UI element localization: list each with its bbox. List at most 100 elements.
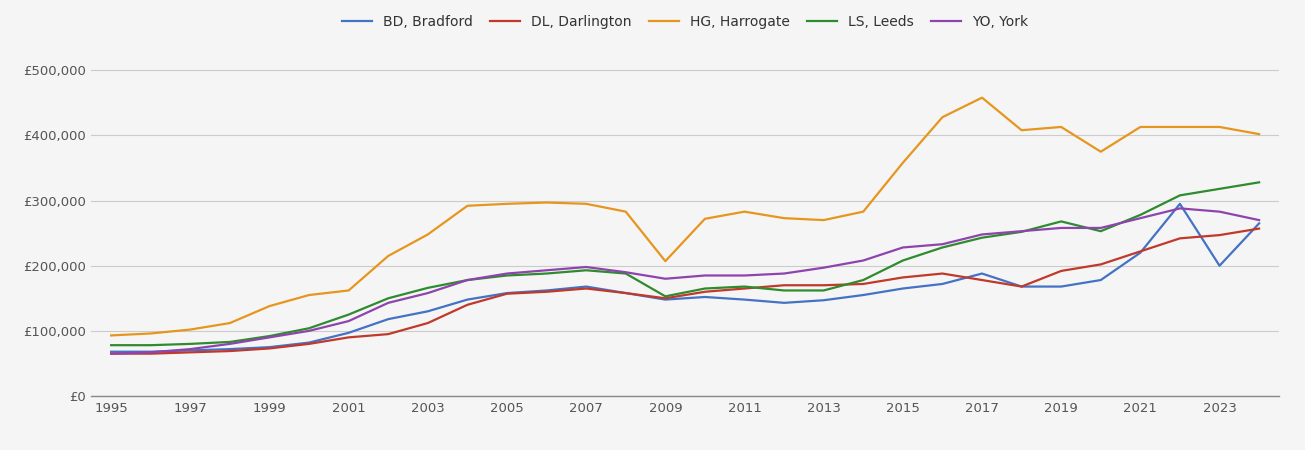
BD, Bradford [1094,277,1109,283]
DL, Darlington [895,275,911,280]
YO, York [895,245,911,250]
DL, Darlington [619,290,634,296]
LS, Leeds [420,285,436,291]
HG, Harrogate [539,200,555,205]
HG, Harrogate [578,201,594,207]
LS, Leeds [975,235,990,240]
DL, Darlington [539,289,555,294]
LS, Leeds [895,258,911,263]
LS, Leeds [1133,212,1148,218]
BD, Bradford [144,349,159,355]
LS, Leeds [222,339,238,345]
HG, Harrogate [341,288,356,293]
BD, Bradford [619,290,634,296]
DL, Darlington [301,341,317,346]
BD, Bradford [895,286,911,291]
YO, York [459,277,475,283]
LS, Leeds [144,342,159,348]
HG, Harrogate [816,217,831,223]
DL, Darlington [975,277,990,283]
DL, Darlington [1094,262,1109,267]
HG, Harrogate [658,258,673,264]
YO, York [1172,206,1188,211]
DL, Darlington [578,286,594,291]
DL, Darlington [459,302,475,307]
YO, York [341,319,356,324]
DL, Darlington [183,350,198,355]
LS, Leeds [776,288,792,293]
YO, York [1014,229,1030,234]
LS, Leeds [103,342,119,348]
DL, Darlington [697,289,713,294]
DL, Darlington [144,351,159,356]
LS, Leeds [262,333,278,339]
BD, Bradford [262,344,278,350]
YO, York [697,273,713,278]
LS, Leeds [301,325,317,331]
DL, Darlington [420,320,436,326]
LS, Leeds [697,286,713,291]
YO, York [658,276,673,281]
DL, Darlington [1053,268,1069,274]
HG, Harrogate [1133,124,1148,130]
HG, Harrogate [381,253,397,259]
DL, Darlington [816,283,831,288]
BD, Bradford [183,348,198,353]
YO, York [737,273,753,278]
YO, York [144,350,159,355]
LS, Leeds [1212,186,1228,192]
BD, Bradford [776,300,792,306]
HG, Harrogate [420,232,436,237]
DL, Darlington [856,281,872,287]
Line: DL, Darlington: DL, Darlington [111,229,1259,354]
HG, Harrogate [737,209,753,214]
HG, Harrogate [103,333,119,338]
LS, Leeds [1251,180,1267,185]
HG, Harrogate [1094,149,1109,154]
BD, Bradford [697,294,713,300]
YO, York [103,351,119,356]
LS, Leeds [341,312,356,317]
HG, Harrogate [459,203,475,208]
HG, Harrogate [619,209,634,214]
DL, Darlington [658,296,673,301]
DL, Darlington [103,351,119,356]
HG, Harrogate [1251,131,1267,137]
BD, Bradford [539,288,555,293]
HG, Harrogate [934,114,950,120]
HG, Harrogate [1014,127,1030,133]
HG, Harrogate [222,320,238,326]
YO, York [578,264,594,270]
LS, Leeds [658,294,673,299]
LS, Leeds [737,284,753,289]
YO, York [262,335,278,340]
Line: HG, Harrogate: HG, Harrogate [111,98,1259,335]
BD, Bradford [1053,284,1069,289]
LS, Leeds [500,273,515,278]
BD, Bradford [381,316,397,322]
BD, Bradford [1133,250,1148,256]
DL, Darlington [1251,226,1267,231]
YO, York [619,270,634,275]
HG, Harrogate [500,201,515,207]
BD, Bradford [578,284,594,289]
YO, York [1094,225,1109,231]
HG, Harrogate [895,160,911,166]
BD, Bradford [500,290,515,296]
YO, York [183,346,198,352]
HG, Harrogate [1212,124,1228,130]
BD, Bradford [301,340,317,345]
DL, Darlington [934,271,950,276]
LS, Leeds [539,271,555,276]
YO, York [222,341,238,346]
Line: LS, Leeds: LS, Leeds [111,182,1259,345]
DL, Darlington [262,346,278,351]
HG, Harrogate [776,216,792,221]
BD, Bradford [934,281,950,287]
HG, Harrogate [856,209,872,214]
YO, York [975,232,990,237]
HG, Harrogate [301,292,317,298]
YO, York [301,328,317,333]
BD, Bradford [1212,263,1228,268]
BD, Bradford [816,297,831,303]
